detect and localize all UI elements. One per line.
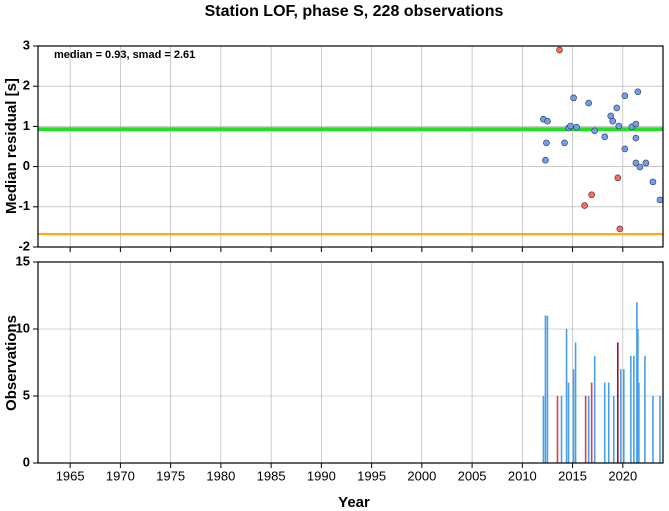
x-tick-label: 2010 [508, 468, 537, 483]
bar [612, 396, 615, 463]
point [634, 88, 642, 96]
bar [638, 382, 640, 463]
x-tick-label: 1995 [357, 468, 386, 483]
point [585, 99, 592, 107]
x-tick-label: 2005 [458, 468, 487, 483]
x-tick-label: 2020 [608, 468, 637, 483]
bar [637, 329, 639, 463]
x-tick-label: 1980 [206, 468, 235, 483]
bar [572, 369, 575, 463]
x-tick-label: 2000 [407, 468, 436, 483]
y-tick-label: 1 [23, 118, 30, 133]
y-tick-label: 15 [16, 253, 30, 268]
point [556, 46, 563, 54]
point [591, 127, 598, 135]
bar [636, 302, 638, 463]
point [614, 174, 622, 182]
point [573, 123, 580, 131]
point [642, 159, 650, 167]
y-tick-label: 10 [16, 320, 30, 335]
x-tick-label: 1965 [56, 468, 85, 483]
point [613, 104, 621, 112]
bar [546, 315, 549, 463]
bar [603, 382, 606, 463]
point [543, 139, 550, 147]
point [632, 134, 640, 142]
plot-frame [37, 261, 664, 464]
bar [616, 342, 619, 463]
y-tick-label: 3 [23, 37, 30, 52]
x-tick-label: 2015 [558, 468, 587, 483]
y-tick-label: 0 [23, 158, 30, 173]
bar [644, 355, 646, 463]
bar [584, 396, 587, 463]
point [601, 133, 609, 141]
point [609, 117, 617, 125]
bar [652, 396, 654, 463]
bar [542, 396, 545, 463]
bar [593, 355, 596, 463]
x-axis-label: Year [338, 494, 370, 511]
bar [560, 396, 563, 463]
point [656, 196, 664, 204]
point [542, 156, 549, 164]
y-tick-label: 0 [23, 454, 30, 469]
y-tick-label: -2 [18, 238, 30, 253]
bar [630, 355, 632, 463]
y-tick-label: 2 [23, 78, 30, 93]
point [616, 225, 624, 233]
bar [556, 396, 559, 463]
point [544, 117, 551, 125]
y-axis-label: Observations [3, 315, 20, 411]
plot-frame [37, 45, 664, 248]
x-tick-label: 1975 [156, 468, 185, 483]
bar [619, 369, 622, 463]
bar [633, 355, 635, 463]
x-tick-label: 1970 [106, 468, 135, 483]
bar [565, 329, 568, 463]
y-axis-label: Median residual [s] [3, 78, 20, 214]
point [621, 145, 629, 153]
x-tick-label: 1985 [257, 468, 286, 483]
bar [659, 396, 661, 463]
point [632, 120, 640, 128]
bar [567, 382, 570, 463]
bar [574, 342, 577, 463]
bar [544, 315, 547, 463]
point [649, 178, 657, 186]
point [632, 159, 640, 167]
point [567, 122, 574, 130]
y-tick-label: 5 [23, 387, 30, 402]
point [621, 92, 629, 100]
point [615, 122, 623, 130]
point [588, 191, 595, 199]
annotation: median = 0.93, smad = 2.61 [54, 49, 195, 61]
bar [623, 369, 625, 463]
bar [607, 382, 610, 463]
bar [587, 396, 590, 463]
y-tick-label: -1 [18, 198, 30, 213]
x-tick-label: 1990 [307, 468, 336, 483]
chart-title: Station LOF, phase S, 228 observations [205, 3, 504, 20]
point [561, 139, 568, 147]
point [636, 163, 644, 171]
bar [590, 382, 593, 463]
point [581, 202, 588, 209]
point [570, 94, 577, 102]
